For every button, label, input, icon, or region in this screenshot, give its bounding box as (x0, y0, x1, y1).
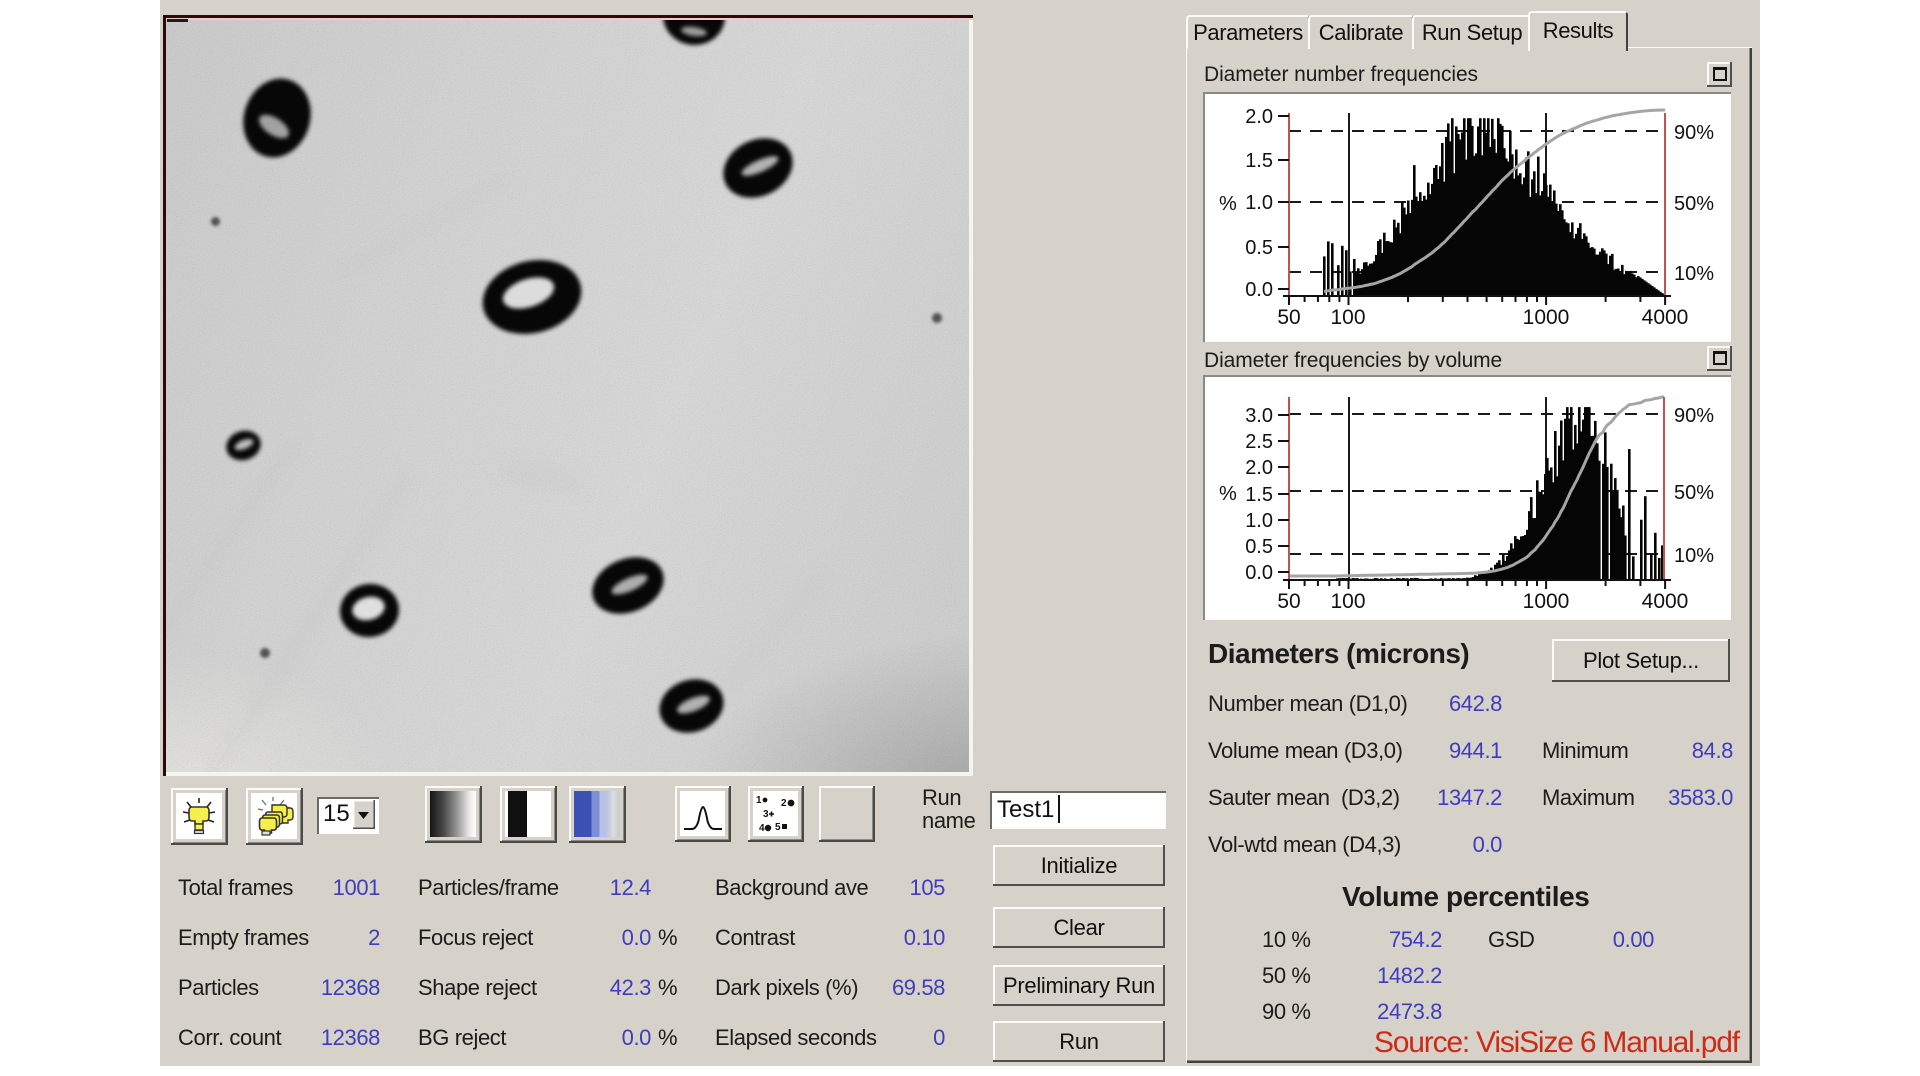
svg-text:2: 2 (781, 798, 787, 809)
svg-text:0.0: 0.0 (1245, 562, 1273, 584)
svg-text:100: 100 (1330, 306, 1365, 329)
svg-text:50: 50 (1277, 590, 1300, 613)
svg-text:4: 4 (759, 823, 765, 834)
svg-text:4000: 4000 (1642, 590, 1689, 613)
svg-text:5: 5 (775, 822, 781, 833)
svg-text:10%: 10% (1674, 545, 1714, 567)
svg-text:0.5: 0.5 (1245, 536, 1273, 558)
svg-text:1000: 1000 (1523, 590, 1570, 613)
svg-text:1.5: 1.5 (1245, 484, 1273, 506)
svg-text:1: 1 (756, 795, 762, 806)
svg-text:3: 3 (763, 809, 769, 820)
svg-text:0.0: 0.0 (1245, 279, 1273, 301)
svg-text:1.5: 1.5 (1245, 150, 1273, 172)
svg-text:%: % (1219, 193, 1237, 215)
svg-text:90%: 90% (1674, 122, 1714, 144)
svg-text:2.0: 2.0 (1245, 457, 1273, 479)
svg-text:2.5: 2.5 (1245, 431, 1273, 453)
svg-text:1.0: 1.0 (1245, 192, 1273, 214)
svg-text:3.0: 3.0 (1245, 405, 1273, 427)
svg-text:90%: 90% (1674, 405, 1714, 427)
svg-text:50%: 50% (1674, 193, 1714, 215)
svg-text:%: % (1219, 483, 1237, 505)
svg-text:2.0: 2.0 (1245, 106, 1273, 128)
svg-text:1.0: 1.0 (1245, 510, 1273, 532)
svg-text:50%: 50% (1674, 482, 1714, 504)
svg-text:100: 100 (1330, 590, 1365, 613)
svg-text:4000: 4000 (1642, 306, 1689, 329)
svg-text:1000: 1000 (1523, 306, 1570, 329)
svg-text:10%: 10% (1674, 263, 1714, 285)
svg-text:50: 50 (1277, 306, 1300, 329)
svg-text:0.5: 0.5 (1245, 237, 1273, 259)
